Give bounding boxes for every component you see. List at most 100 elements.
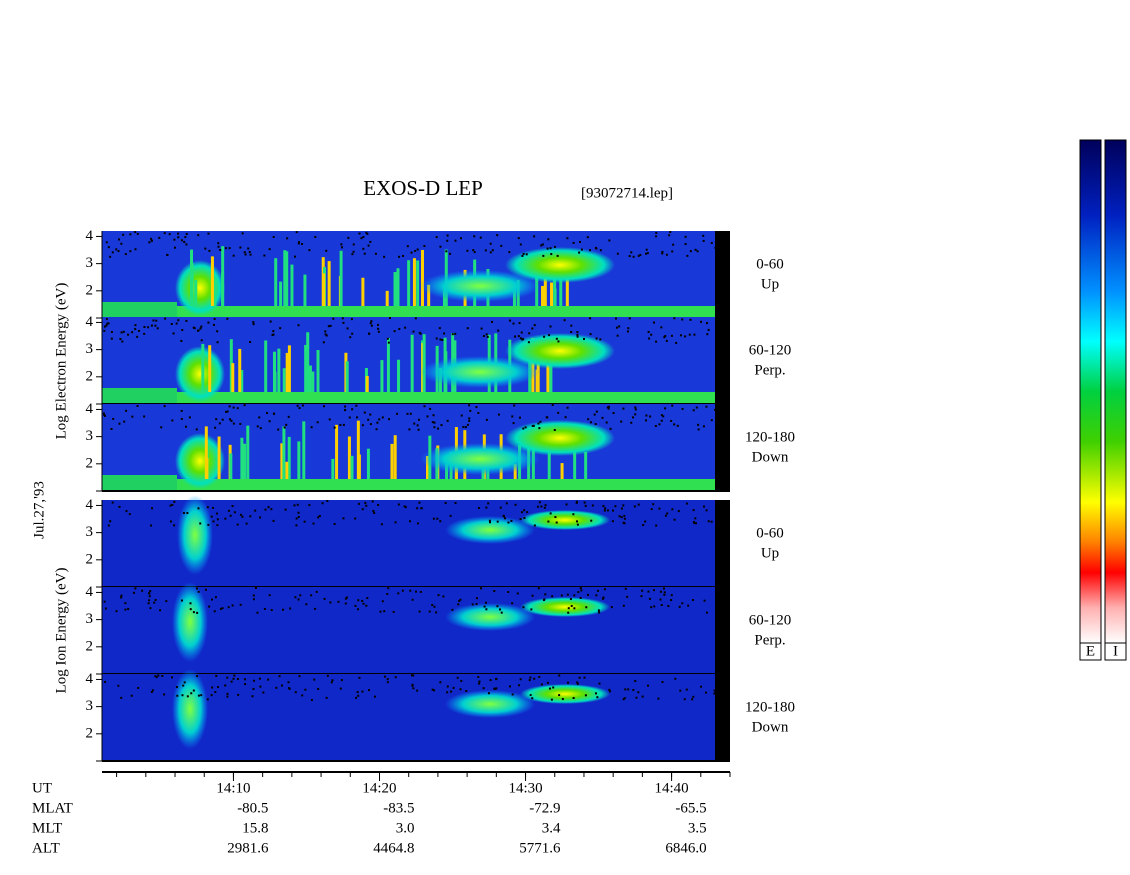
spectrogram-noise <box>570 604 573 607</box>
spectrogram-noise <box>332 317 335 320</box>
spectrogram-noise <box>325 696 328 699</box>
spectrogram-noise <box>652 503 655 506</box>
spectrogram-noise <box>143 332 146 335</box>
spectrogram-noise <box>689 318 692 321</box>
spectrogram-noise <box>211 686 214 689</box>
spectrogram-noise <box>645 414 648 417</box>
spectrogram-noise <box>181 328 184 331</box>
spectrogram-noise <box>299 594 302 597</box>
spectrogram-noise <box>104 680 107 683</box>
spectrogram-stripe <box>208 345 212 392</box>
spectrogram-noise <box>331 679 334 682</box>
spectrogram-noise <box>124 608 127 611</box>
spectrogram-noise <box>333 523 336 526</box>
spectrogram-noise <box>347 236 350 239</box>
spectrogram-noise <box>339 423 342 426</box>
spectrogram-noise <box>361 599 364 602</box>
spectrogram-noise <box>522 252 525 255</box>
spectrogram-noise <box>297 324 300 327</box>
spectrogram-noise <box>521 254 524 257</box>
y-tick-label: 2 <box>86 551 94 567</box>
spectrogram-noise <box>189 608 192 611</box>
spectrogram-noise <box>599 249 602 252</box>
spectrogram-noise <box>288 687 291 690</box>
spectrogram-noise <box>668 234 671 237</box>
spectrogram-blob <box>172 669 208 749</box>
spectrogram-noise <box>658 423 661 426</box>
spectrogram-noise <box>477 411 480 414</box>
spectrogram-stripe <box>217 436 221 479</box>
direction: Perp. <box>754 632 785 648</box>
spectrogram-noise <box>431 688 434 691</box>
spectrogram-noise <box>308 249 311 252</box>
spectrogram-noise <box>128 513 131 516</box>
spectrogram-noise <box>473 251 476 254</box>
spectrogram-noise <box>185 243 188 246</box>
spectrogram-noise <box>324 330 327 333</box>
spectrogram-band <box>102 302 177 318</box>
spectrogram-noise <box>109 520 112 523</box>
spectrogram-noise <box>361 508 364 511</box>
spectrogram-noise <box>544 504 547 507</box>
spectrogram-noise <box>284 508 287 511</box>
spectrogram-noise <box>134 587 137 590</box>
spectrogram-noise <box>659 598 662 601</box>
spectrogram-band <box>177 306 718 318</box>
spectrogram-noise <box>256 611 259 614</box>
spectrogram-noise <box>221 418 224 421</box>
spectrogram-noise <box>702 505 705 508</box>
spectrogram-noise <box>394 676 397 679</box>
spectrogram-noise <box>687 604 690 607</box>
spectrogram-noise <box>322 341 325 344</box>
spectrogram-noise <box>431 421 434 424</box>
spectrogram-noise <box>401 589 404 592</box>
spectrogram-noise <box>136 335 139 338</box>
spectrogram-noise <box>173 500 176 503</box>
spectrogram-noise <box>164 317 167 320</box>
data-gap <box>715 317 730 404</box>
spectrogram-noise <box>602 505 605 508</box>
spectrogram-noise <box>469 409 472 412</box>
spectrogram-noise <box>294 596 297 599</box>
x-tick-label: 14:20 <box>362 780 396 796</box>
spectrogram-noise <box>154 324 157 327</box>
spectrogram-stripe <box>412 258 416 306</box>
spectrogram-stripe <box>560 463 564 479</box>
spectrogram-noise <box>649 415 652 418</box>
spectrogram-blob <box>505 420 615 456</box>
spectrogram-noise <box>350 318 353 321</box>
spectrogram-noise <box>357 694 360 697</box>
spectrogram-noise <box>340 679 343 682</box>
spectrogram-noise <box>564 416 567 419</box>
spectrogram-noise <box>397 592 400 595</box>
spectrogram-stripe <box>316 349 320 392</box>
pitch-angle: 120-180 <box>745 429 795 445</box>
spectrogram-noise <box>402 254 405 257</box>
spectrogram-noise <box>546 416 549 419</box>
y-tick-label: 3 <box>86 341 94 357</box>
spectrogram-noise <box>594 692 597 695</box>
spectrogram-noise <box>665 339 668 342</box>
spectrogram-noise <box>378 418 381 421</box>
y-tick-label: 3 <box>86 428 94 444</box>
spectrogram-noise <box>543 335 546 338</box>
spectrogram-blob <box>445 690 535 718</box>
spectrogram-noise <box>573 607 576 610</box>
spectrogram-noise <box>451 333 454 336</box>
spectrogram-noise <box>182 684 185 687</box>
spectrogram-noise <box>679 334 682 337</box>
spectrogram-noise <box>626 595 629 598</box>
spectrogram-stripe <box>541 286 545 306</box>
spectrogram-noise <box>496 234 499 237</box>
spectrogram-stripe <box>285 461 289 479</box>
spectrogram-stripe <box>361 277 365 306</box>
spectrogram-noise <box>556 254 559 257</box>
spectrogram-blob <box>445 516 535 544</box>
spectrogram-noise <box>280 684 283 687</box>
spectrogram-noise <box>373 695 376 698</box>
spectrogram-noise <box>120 696 123 699</box>
spectrogram-noise <box>518 416 521 419</box>
spectrogram-stripe <box>204 426 208 479</box>
spectrogram-noise <box>426 415 429 418</box>
spectrogram-noise <box>548 334 551 337</box>
